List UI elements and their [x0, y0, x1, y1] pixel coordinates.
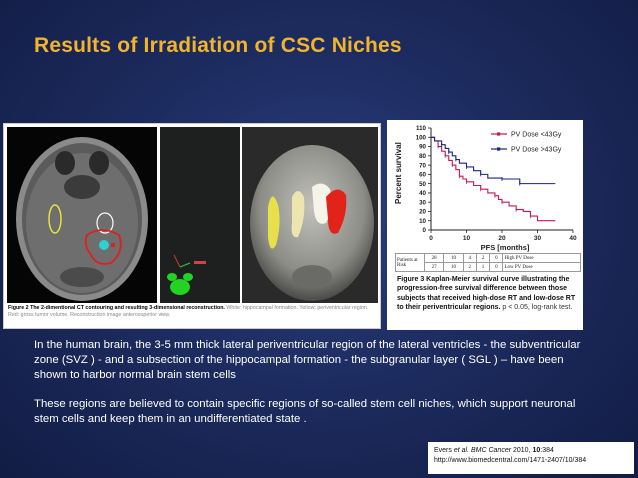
y-tick-label: 20	[419, 209, 426, 216]
risk-cell: 10	[443, 253, 464, 263]
legend-label: PV Dose >43Gy	[511, 147, 562, 154]
risk-row-high: Patients at Risk 28 10 4 2 0 High PV Dos…	[395, 253, 581, 272]
kaplan-meier-chart: 0 10 20 30 40 50 60 70 80 90 100 110 0 10 20 30 40 PV Do…	[394, 125, 577, 252]
citation-reference: Evers et al. BMC Cancer 2010, 10:384	[434, 446, 628, 456]
figure-3: 0 10 20 30 40 50 60 70 80 90 100 110 0 10 20 30 40 PV Do…	[387, 120, 583, 330]
y-tick-label: 40	[419, 190, 426, 197]
figure-3-caption: Figure 3 Kaplan-Meier survival curve ill…	[397, 275, 581, 312]
citation-box: Evers et al. BMC Cancer 2010, 10:384 htt…	[428, 442, 634, 474]
legend-label: PV Dose <43Gy	[511, 132, 562, 139]
ct-scan-image	[7, 127, 157, 303]
axes-orientation-image	[160, 127, 240, 303]
risk-row-label: Low PV Dose	[502, 262, 581, 272]
risk-cell: 27	[423, 262, 445, 272]
citation-authors: Evers	[434, 447, 454, 454]
y-tick-label: 110	[416, 125, 427, 132]
risk-cell: 4	[462, 253, 477, 263]
risk-cell: 0	[489, 253, 504, 263]
y-tick-label: 0	[423, 227, 427, 234]
body-text: In the human brain, the 3-5 mm thick lat…	[34, 338, 594, 427]
risk-cell: 1	[475, 262, 491, 272]
y-tick-label: 90	[419, 144, 426, 151]
citation-etal: et al.	[453, 447, 470, 454]
y-tick-label: 80	[419, 153, 426, 160]
y-tick-label: 30	[419, 199, 426, 206]
risk-cell: 28	[423, 253, 445, 263]
citation-volume: 10	[532, 447, 541, 454]
x-tick-label: 40	[569, 235, 577, 242]
3d-reconstruction-image	[242, 127, 378, 303]
x-tick-label: 30	[534, 235, 542, 242]
citation-journal: BMC Cancer	[469, 447, 512, 454]
figure-3-stat: p < 0.05, log-rank test.	[500, 303, 573, 311]
risk-cell: 2	[462, 262, 477, 272]
risk-row-low: 27 10 2 1 0 Low PV Dose	[396, 262, 581, 272]
risk-row-label: High PV Dose	[502, 253, 581, 263]
y-tick-label: 70	[419, 162, 426, 169]
citation-year: 2010,	[511, 447, 533, 454]
legend-marker	[497, 147, 501, 151]
figure-3-title: Kaplan-Meier survival curve illustrating…	[397, 276, 576, 311]
citation-url[interactable]: http://www.biomedcentral.com/1471-2407/1…	[434, 457, 587, 464]
figure-2-title: The 2-dimentional CT contouring and resu…	[28, 305, 225, 311]
x-axis-label: PFS [months]	[481, 243, 530, 252]
figure-3-label: Figure 3	[397, 276, 425, 283]
y-tick-label: 50	[419, 181, 426, 188]
y-axis-label: Percent survival	[394, 142, 403, 204]
risk-cell: 2	[475, 253, 491, 263]
paragraph-2: These regions are believed to contain sp…	[34, 398, 576, 425]
x-tick-label: 0	[429, 235, 433, 242]
y-tick-label: 100	[416, 134, 427, 141]
citation-article: :384	[540, 447, 554, 454]
figure-2-caption: Figure 2 The 2-dimentional CT contouring…	[8, 305, 380, 319]
figure-2: Figure 2 The 2-dimentional CT contouring…	[3, 123, 381, 329]
patients-at-risk-table: Patients at Risk 28 10 4 2 0 High PV Dos…	[395, 253, 581, 272]
figure-2-label: Figure 2	[8, 305, 29, 311]
x-tick-label: 20	[498, 235, 506, 242]
figure-2-detail: White: hippocampal formation. Yellow: pe…	[8, 305, 369, 318]
y-tick-label: 10	[419, 218, 426, 225]
risk-cell: 0	[489, 262, 504, 272]
x-tick-label: 10	[463, 235, 471, 242]
slide-title: Results of Irradiation of CSC Niches	[34, 34, 402, 57]
y-tick-label: 60	[419, 172, 426, 179]
paragraph-1: In the human brain, the 3-5 mm thick lat…	[34, 339, 581, 381]
risk-header: Patients at Risk	[395, 253, 425, 272]
legend-marker	[497, 132, 501, 136]
risk-cell: 10	[443, 262, 464, 272]
